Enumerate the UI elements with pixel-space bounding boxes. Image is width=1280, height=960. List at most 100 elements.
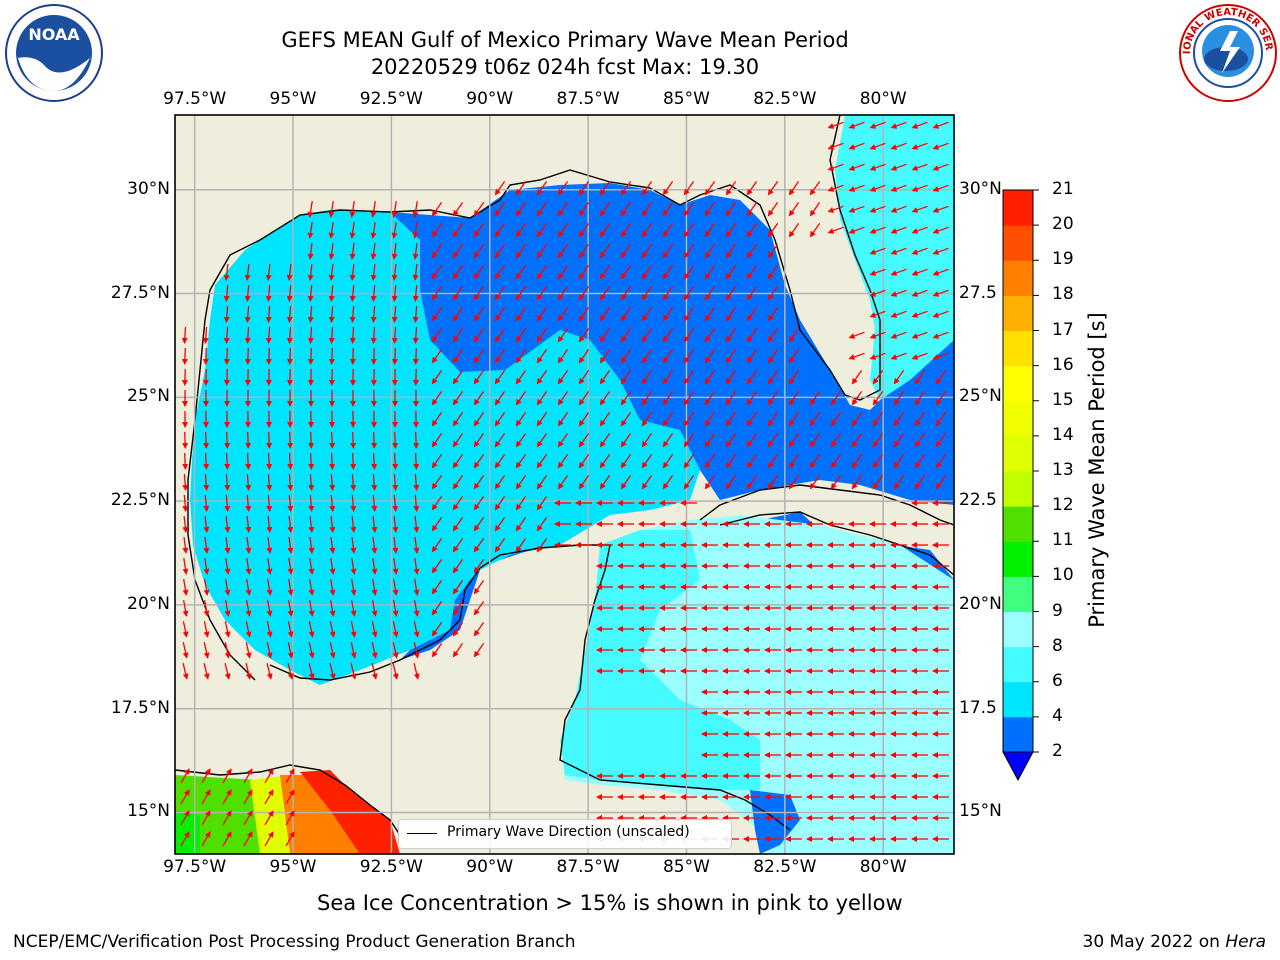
wave-direction-arrow <box>935 391 947 406</box>
wave-direction-arrow <box>266 452 273 470</box>
wave-direction-arrow <box>473 538 485 553</box>
wave-direction-arrow <box>203 599 210 617</box>
wave-direction-arrow <box>599 412 611 427</box>
wave-direction-arrow <box>536 181 548 196</box>
wave-direction-arrow <box>285 831 295 847</box>
wave-direction-arrow <box>599 370 611 385</box>
wave-direction-arrow <box>662 328 674 343</box>
wave-direction-arrow <box>307 200 314 218</box>
wave-direction-arrow <box>704 244 716 259</box>
wave-direction-arrow <box>767 223 779 238</box>
wave-direction-arrow <box>620 391 632 406</box>
wave-direction-arrow <box>869 184 886 192</box>
wave-direction-arrow <box>851 412 863 427</box>
latitude-label-left: 25°N <box>127 386 170 407</box>
wave-direction-arrow <box>683 307 695 322</box>
latitude-label-left: 22.5°N <box>110 490 170 511</box>
wave-direction-arrow <box>557 286 569 301</box>
wave-direction-arrow <box>412 243 419 260</box>
wave-direction-arrow <box>788 391 800 406</box>
wave-direction-arrow <box>350 431 357 449</box>
wave-direction-arrow <box>830 433 842 448</box>
wave-direction-arrow <box>287 494 294 512</box>
wave-direction-arrow <box>452 286 464 301</box>
wave-direction-arrow <box>725 454 737 469</box>
wave-direction-arrow <box>473 202 485 217</box>
wave-direction-arrow <box>494 328 506 343</box>
wave-direction-arrow <box>767 202 779 217</box>
colorbar-tick-label: 14 <box>1052 424 1074 445</box>
wave-direction-arrow <box>620 412 632 427</box>
wave-direction-arrow <box>412 263 419 281</box>
latitude-label-right: 27.5 <box>959 282 997 303</box>
wave-direction-arrow <box>536 517 548 532</box>
colorbar-segment <box>1003 330 1033 367</box>
wave-direction-arrow <box>911 268 928 276</box>
wave-direction-arrow <box>515 328 527 343</box>
wave-direction-arrow <box>932 121 949 129</box>
wave-direction-arrow <box>641 223 653 238</box>
wave-direction-arrow <box>203 473 210 491</box>
wave-direction-arrow <box>809 223 821 238</box>
wave-direction-arrow <box>201 789 211 805</box>
wave-direction-arrow <box>307 347 314 365</box>
wave-direction-arrow <box>391 200 398 218</box>
wave-direction-arrow <box>869 331 886 339</box>
wave-direction-arrow <box>704 349 716 364</box>
wave-direction-arrow <box>328 305 335 323</box>
wave-direction-arrow <box>578 370 590 385</box>
longitude-label-top: 87.5°W <box>556 89 620 109</box>
wave-direction-arrow <box>392 558 399 575</box>
wave-direction-arrow <box>725 202 737 217</box>
wave-direction-arrow <box>557 202 569 217</box>
wave-direction-arrow <box>371 494 378 512</box>
wave-direction-arrow <box>452 601 464 616</box>
longitude-label-top: 97.5°W <box>163 89 227 109</box>
wave-direction-arrow <box>704 454 716 469</box>
wave-direction-arrow <box>620 307 632 322</box>
wave-direction-arrow <box>557 181 569 196</box>
wave-direction-arrow <box>473 328 485 343</box>
wave-direction-arrow <box>578 475 590 490</box>
wave-direction-arrow <box>662 202 674 217</box>
wave-direction-arrow <box>285 789 295 805</box>
wave-direction-arrow <box>536 349 548 364</box>
wave-direction-arrow <box>244 326 251 344</box>
wave-direction-arrow <box>392 452 399 470</box>
wave-direction-arrow <box>431 643 443 658</box>
wave-direction-arrow <box>683 328 695 343</box>
colorbar-segment <box>1003 611 1033 648</box>
wave-direction-arrow <box>452 622 464 637</box>
campeche-blue-fringe <box>400 545 545 660</box>
wave-direction-arrow <box>932 289 949 297</box>
latitude-label-left: 27.5°N <box>110 282 170 303</box>
wave-direction-arrow <box>308 452 315 470</box>
wave-direction-arrow <box>662 370 674 385</box>
wave-direction-arrow <box>473 265 485 280</box>
wave-direction-arrow <box>266 621 273 638</box>
wave-direction-arrow <box>641 202 653 217</box>
wave-direction-arrow <box>620 265 632 280</box>
colorbar-tick-label: 11 <box>1052 530 1074 551</box>
wave-direction-arrow <box>473 391 485 406</box>
wave-direction-arrow <box>662 412 674 427</box>
wave-direction-arrow <box>536 307 548 322</box>
wave-direction-arrow <box>890 247 907 255</box>
wave-direction-arrow <box>536 286 548 301</box>
wave-direction-arrow <box>245 578 252 596</box>
wave-direction-arrow <box>266 473 273 491</box>
wave-direction-arrow <box>809 475 821 490</box>
wave-direction-arrow <box>243 768 253 784</box>
wave-direction-arrow <box>767 286 779 301</box>
wave-direction-arrow <box>620 244 632 259</box>
wave-direction-arrow <box>245 642 252 659</box>
wave-direction-arrow <box>224 621 231 638</box>
colorbar-segment <box>1003 295 1033 331</box>
wave-direction-arrow <box>180 810 190 826</box>
wave-direction-arrow <box>746 244 758 259</box>
wave-direction-arrow <box>182 621 189 638</box>
wave-direction-arrow <box>371 578 378 596</box>
wave-direction-arrow <box>890 352 907 360</box>
wave-direction-arrow <box>869 310 886 318</box>
wave-direction-arrow <box>911 247 928 255</box>
